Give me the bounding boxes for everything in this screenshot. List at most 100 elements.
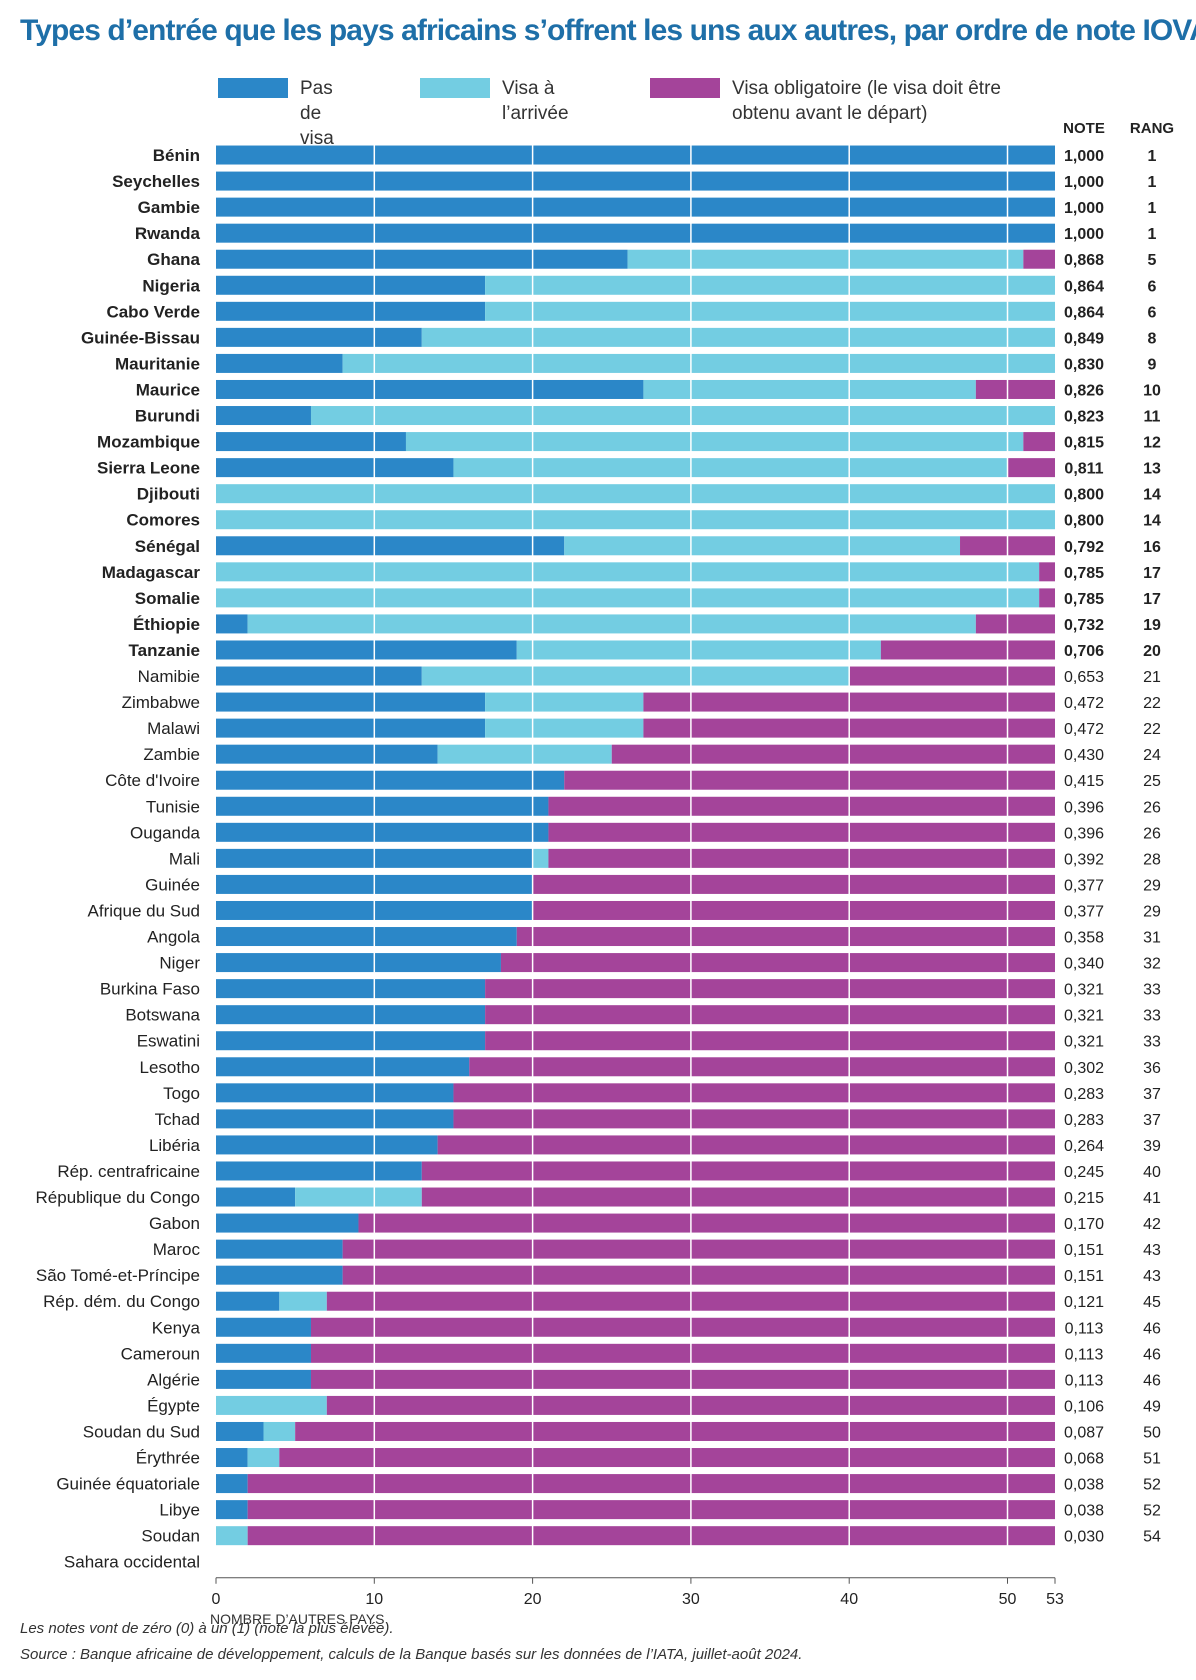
note-value: 0,830: [1064, 356, 1104, 373]
rank-value: 40: [1143, 1164, 1161, 1181]
country-label: Cameroun: [121, 1344, 200, 1363]
bar-segment-no-visa: [216, 1031, 486, 1051]
bar-segment-no-visa: [216, 744, 438, 764]
note-value: 0,245: [1064, 1164, 1104, 1181]
x-tick-label: 20: [524, 1591, 542, 1608]
bar-segment-required: [1039, 562, 1055, 582]
bar-segment-on-arrival: [485, 275, 1055, 295]
note-value: 1,000: [1064, 226, 1104, 243]
bar-segment-required: [310, 1343, 1055, 1363]
bar-segment-no-visa: [216, 223, 1055, 243]
bar-segment-required: [453, 1083, 1055, 1103]
bar-segment-required: [849, 666, 1055, 686]
rank-value: 14: [1143, 513, 1161, 530]
note-value: 0,068: [1064, 1451, 1104, 1468]
bar-segment-no-visa: [216, 979, 486, 999]
country-label: Togo: [163, 1084, 200, 1103]
bar-segment-no-visa: [216, 1448, 248, 1468]
note-value: 0,170: [1064, 1216, 1104, 1233]
country-label: Érythrée: [136, 1449, 200, 1468]
country-label: Côte d'Ivoire: [105, 771, 200, 790]
bar-segment-required: [548, 822, 1055, 842]
note-value: 0,215: [1064, 1190, 1104, 1207]
note-value: 0,038: [1064, 1477, 1104, 1494]
note-value: 0,732: [1064, 617, 1104, 634]
country-label: Seychelles: [112, 172, 200, 191]
bar-segment-no-visa: [216, 718, 486, 738]
rank-value: 32: [1143, 956, 1161, 973]
rank-value: 14: [1143, 487, 1161, 504]
bar-segment-no-visa: [216, 379, 644, 399]
chart-title: Types d’entrée que les pays africains s’…: [20, 14, 1196, 47]
stacked-bar-chart: NOTE RANG Bénin 1,000 1 Seychelles 1,000 1 Gambi…: [36, 120, 1175, 1627]
country-label: Namibie: [138, 667, 200, 686]
bar-segment-required: [485, 1031, 1055, 1051]
rank-value: 24: [1143, 747, 1161, 764]
note-value: 1,000: [1064, 200, 1104, 217]
bar-segment-on-arrival: [485, 692, 644, 712]
bar-segment-no-visa: [216, 666, 422, 686]
country-label: Soudan du Sud: [83, 1422, 200, 1441]
country-label: Rép. dém. du Congo: [43, 1292, 200, 1311]
x-axis-label: NOMBRE D’AUTRES PAYS: [210, 1611, 385, 1627]
bar-segment-required: [485, 1005, 1055, 1025]
country-label: Mauritanie: [115, 354, 200, 373]
bar-segment-required: [421, 1161, 1055, 1181]
rank-value: 1: [1148, 200, 1157, 217]
rank-value: 13: [1143, 461, 1161, 478]
x-tick-label: 30: [682, 1591, 700, 1608]
bar-segment-no-visa: [216, 536, 565, 556]
note-value: 0,151: [1064, 1268, 1104, 1285]
bar-segment-on-arrival: [279, 1291, 327, 1311]
country-label: Mozambique: [97, 433, 200, 452]
country-label: Gabon: [149, 1214, 200, 1233]
country-label: Guinée équatoriale: [56, 1475, 200, 1494]
note-value: 0,785: [1064, 565, 1104, 582]
note-value: 0,826: [1064, 382, 1104, 399]
bar-segment-on-arrival: [421, 327, 1055, 347]
country-label: Sénégal: [135, 537, 200, 556]
rank-value: 10: [1143, 382, 1161, 399]
bar-segment-on-arrival: [216, 1526, 248, 1546]
rank-value: 29: [1143, 903, 1161, 920]
bar-segment-on-arrival: [485, 301, 1055, 321]
bar-segment-no-visa: [216, 458, 454, 478]
bar-segment-required: [247, 1526, 1055, 1546]
note-value: 0,868: [1064, 252, 1104, 269]
note-value: 0,653: [1064, 669, 1104, 686]
bar-segment-on-arrival: [216, 562, 1040, 582]
bar-segment-no-visa: [216, 1135, 438, 1155]
note-value: 0,800: [1064, 513, 1104, 530]
bar-segment-required: [532, 900, 1055, 920]
rank-value: 33: [1143, 1034, 1161, 1051]
legend-swatch-no-visa: [218, 78, 288, 98]
note-value: 0,800: [1064, 487, 1104, 504]
rank-value: 29: [1143, 877, 1161, 894]
bar-segment-on-arrival: [342, 353, 1056, 373]
bar-segment-no-visa: [216, 1369, 311, 1389]
bar-segment-required: [310, 1369, 1055, 1389]
bar-segment-no-visa: [216, 197, 1055, 217]
x-tick-label: 10: [365, 1591, 383, 1608]
bar-segment-required: [1039, 588, 1055, 608]
bar-segment-no-visa: [216, 301, 486, 321]
note-value: 0,396: [1064, 799, 1104, 816]
rank-value: 5: [1148, 252, 1157, 269]
bar-segment-no-visa: [216, 1421, 264, 1441]
bar-segment-required: [975, 379, 1055, 399]
bar-segment-required: [975, 614, 1055, 634]
note-value: 0,377: [1064, 903, 1104, 920]
note-value: 0,113: [1065, 1346, 1104, 1363]
country-label: Guinée: [145, 875, 200, 894]
bar-segment-no-visa: [216, 171, 1055, 191]
x-tick-label: 0: [212, 1591, 221, 1608]
country-label: Burkina Faso: [100, 980, 200, 999]
rank-value: 33: [1143, 982, 1161, 999]
country-label: Algérie: [147, 1370, 200, 1389]
country-label: Rwanda: [135, 224, 201, 243]
bar-segment-no-visa: [216, 614, 248, 634]
note-value: 0,377: [1064, 877, 1104, 894]
legend-label-no-visa: Pas de visa: [300, 78, 334, 149]
rank-value: 33: [1143, 1008, 1161, 1025]
bar-segment-required: [485, 979, 1055, 999]
